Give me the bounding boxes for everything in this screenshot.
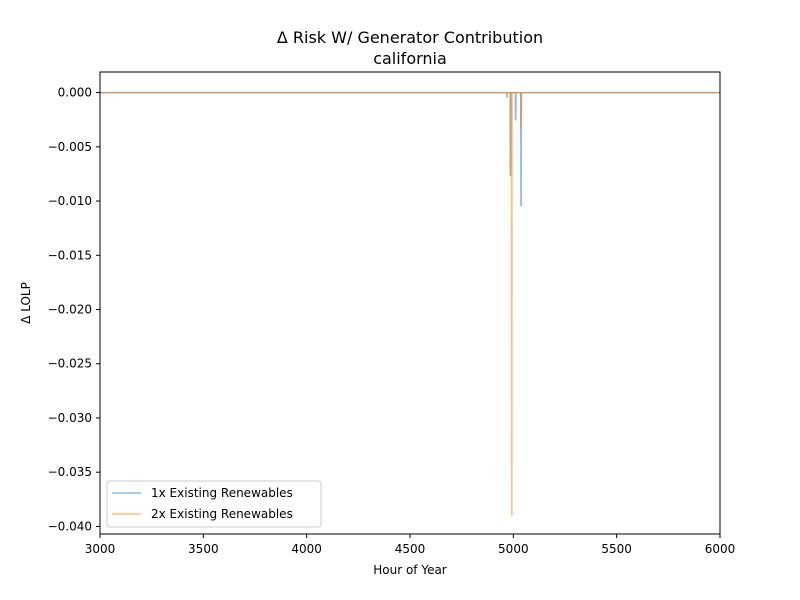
x-axis-label: Hour of Year [373,563,447,577]
x-tick-label: 4500 [395,542,426,556]
y-tick-label: −0.005 [48,140,92,154]
chart-title: Δ Risk W/ Generator Contribution [277,28,543,47]
y-tick-label: −0.030 [48,411,92,425]
x-tick-label: 6000 [705,542,736,556]
y-tick-label: −0.025 [48,357,92,371]
y-axis-label: Δ LOLP [19,282,33,324]
legend-box [106,480,322,528]
y-axis-ticks: 0.000 −0.005 −0.010 −0.015 −0.020 −0.025 −0.03… [48,86,100,533]
y-tick-label: −0.020 [48,303,92,317]
legend: 1x Existing Renewables 2x Existing Renew… [106,480,322,528]
y-tick-label: −0.010 [48,194,92,208]
legend-label-2x: 2x Existing Renewables [151,507,293,521]
plot-frame [99,71,721,535]
series-line-2x [100,91,720,516]
y-tick-label: −0.035 [48,465,92,479]
x-tick-label: 5500 [601,542,632,556]
x-tick-label: 4000 [291,542,322,556]
x-tick-label: 3500 [188,542,219,556]
y-tick-label: −0.015 [48,248,92,262]
x-tick-label: 3000 [85,542,116,556]
series-lines [100,91,720,516]
y-tick-label: −0.040 [48,519,92,533]
legend-label-1x: 1x Existing Renewables [151,486,293,500]
x-tick-label: 5000 [498,542,529,556]
x-axis-ticks: 3000 3500 4000 4500 5000 5500 6000 [85,534,736,556]
y-tick-label: 0.000 [58,86,92,100]
series-line-1x [100,91,720,207]
chart-subtitle: california [373,49,447,68]
